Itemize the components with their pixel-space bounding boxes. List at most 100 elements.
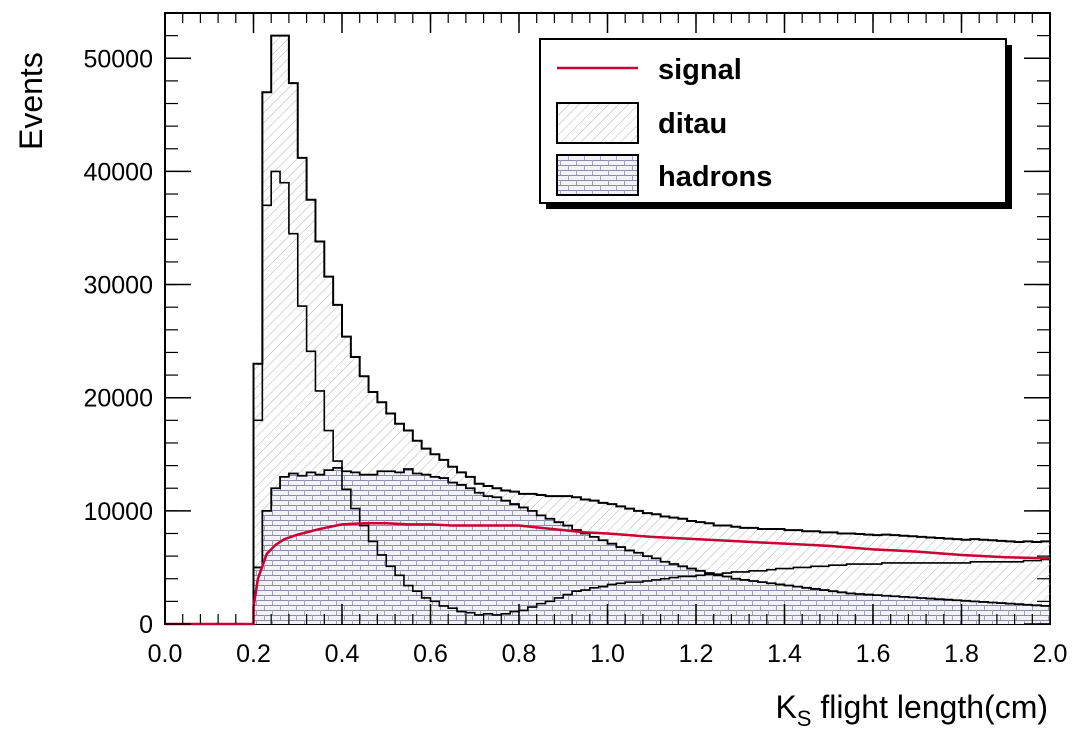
hadrons-bar [288, 473, 299, 624]
ditau-bar [306, 199, 316, 473]
hadrons-bar [855, 594, 865, 624]
hadrons-bar [368, 474, 378, 624]
hadrons-bar [297, 475, 307, 624]
hadrons-bar [917, 597, 927, 624]
ditau-bar [970, 539, 980, 602]
ditau-bar [775, 528, 785, 585]
ditau-bar [642, 513, 653, 557]
ditau-bar [421, 448, 431, 475]
ditau-bar [501, 490, 511, 501]
ditau-bar [598, 502, 608, 541]
ditau-bar [519, 493, 529, 508]
x-tick-label: 0.2 [236, 640, 271, 668]
hadrons-bar [572, 530, 582, 624]
ditau-bar [510, 491, 520, 505]
ditau-bar [342, 336, 352, 472]
signal-line [165, 522, 1051, 626]
hadrons-bar [598, 540, 608, 624]
hadrons-bar [395, 472, 405, 624]
ditau-bar [749, 527, 759, 582]
ditau-bar [280, 35, 290, 477]
ditau-bar [536, 495, 546, 516]
ditau-bar [377, 402, 387, 472]
ditau-bar [934, 538, 945, 600]
hadrons-bar [465, 488, 476, 624]
hadrons-bar [908, 597, 918, 624]
ditau-bar [359, 376, 369, 475]
hadrons-bar [793, 586, 803, 624]
ditau-bar [616, 506, 626, 548]
legend-swatch-hadrons [556, 154, 639, 196]
ditau-bar [607, 504, 617, 544]
x-tick-label: 1.4 [767, 640, 802, 668]
hadrons-bar [846, 593, 856, 624]
hadrons-bar [563, 525, 573, 624]
hadrons-bar [421, 474, 431, 624]
ditau-bar [1041, 541, 1051, 606]
legend: signal ditau hadrons [539, 38, 1012, 209]
hadrons-bar [1041, 605, 1051, 624]
hadrons-bar [448, 482, 458, 624]
hadrons-bar [554, 522, 564, 624]
hadrons-bar [775, 584, 785, 624]
hadrons-bar [403, 468, 414, 624]
ditau-bar [908, 536, 918, 598]
ditau-bar [572, 497, 582, 531]
x-tick-label: 0.0 [148, 640, 183, 668]
ditau-bar [465, 476, 476, 489]
hadrons-outline [165, 466, 1050, 625]
ditau-bar [899, 535, 909, 597]
ditau-bar [288, 83, 299, 474]
x-axis-title-subscript: S [797, 706, 812, 731]
ditau-outline [165, 170, 1050, 625]
x-tick-label: 0.8 [502, 640, 537, 668]
hadrons-bar [580, 533, 591, 624]
y-tick-label: 50000 [83, 45, 153, 73]
ditau-bar [926, 537, 936, 599]
hadrons-bar [899, 596, 909, 624]
hadrons-bar [828, 591, 838, 624]
hadrons-bar [324, 470, 334, 624]
hadrons-bar [253, 567, 263, 624]
hadrons-bar [377, 471, 387, 624]
ditau-bar [527, 493, 537, 511]
ditau-bar [793, 530, 803, 587]
ditau-bar [802, 531, 812, 588]
legend-label-signal: signal [658, 54, 742, 86]
hadrons-bar [1032, 605, 1042, 624]
ditau-bar [412, 440, 422, 474]
ditau-bar [368, 392, 378, 475]
ditau-bar [492, 488, 502, 498]
hadrons-bar [457, 484, 467, 624]
y-tick-label: 0 [139, 611, 153, 639]
hadrons-bar [970, 601, 980, 624]
ditau-bar [943, 538, 953, 600]
hadrons-bar [359, 474, 369, 624]
hadrons-bar [474, 492, 484, 624]
ditau-bar [395, 423, 405, 473]
hadrons-bar [979, 601, 989, 624]
hadrons-bar [881, 595, 891, 624]
ditau-bar [687, 521, 697, 569]
hadrons-bar [412, 473, 422, 624]
hadrons-bar [1014, 604, 1024, 624]
ditau-bar [483, 485, 493, 497]
ditau-bar [589, 500, 599, 537]
hadrons-bar [873, 595, 883, 624]
hadrons-bar [811, 588, 821, 624]
ditau-bar [333, 304, 343, 468]
histogram-bars [253, 35, 1051, 624]
ditau-bar [350, 356, 360, 473]
hadrons-bar [634, 552, 644, 624]
hadrons-bar [961, 600, 971, 624]
hadrons-bar [510, 504, 520, 624]
ditau-bar [660, 516, 670, 562]
ditau-bar [713, 525, 723, 576]
hadrons-bar [616, 547, 626, 624]
x-axis-title-k: K [775, 689, 796, 725]
ditau-bar [1014, 541, 1024, 605]
hadrons-bar [802, 587, 812, 624]
hadrons-bar [704, 573, 714, 624]
hadrons-bar [519, 507, 529, 624]
hadrons-bar [280, 476, 290, 624]
